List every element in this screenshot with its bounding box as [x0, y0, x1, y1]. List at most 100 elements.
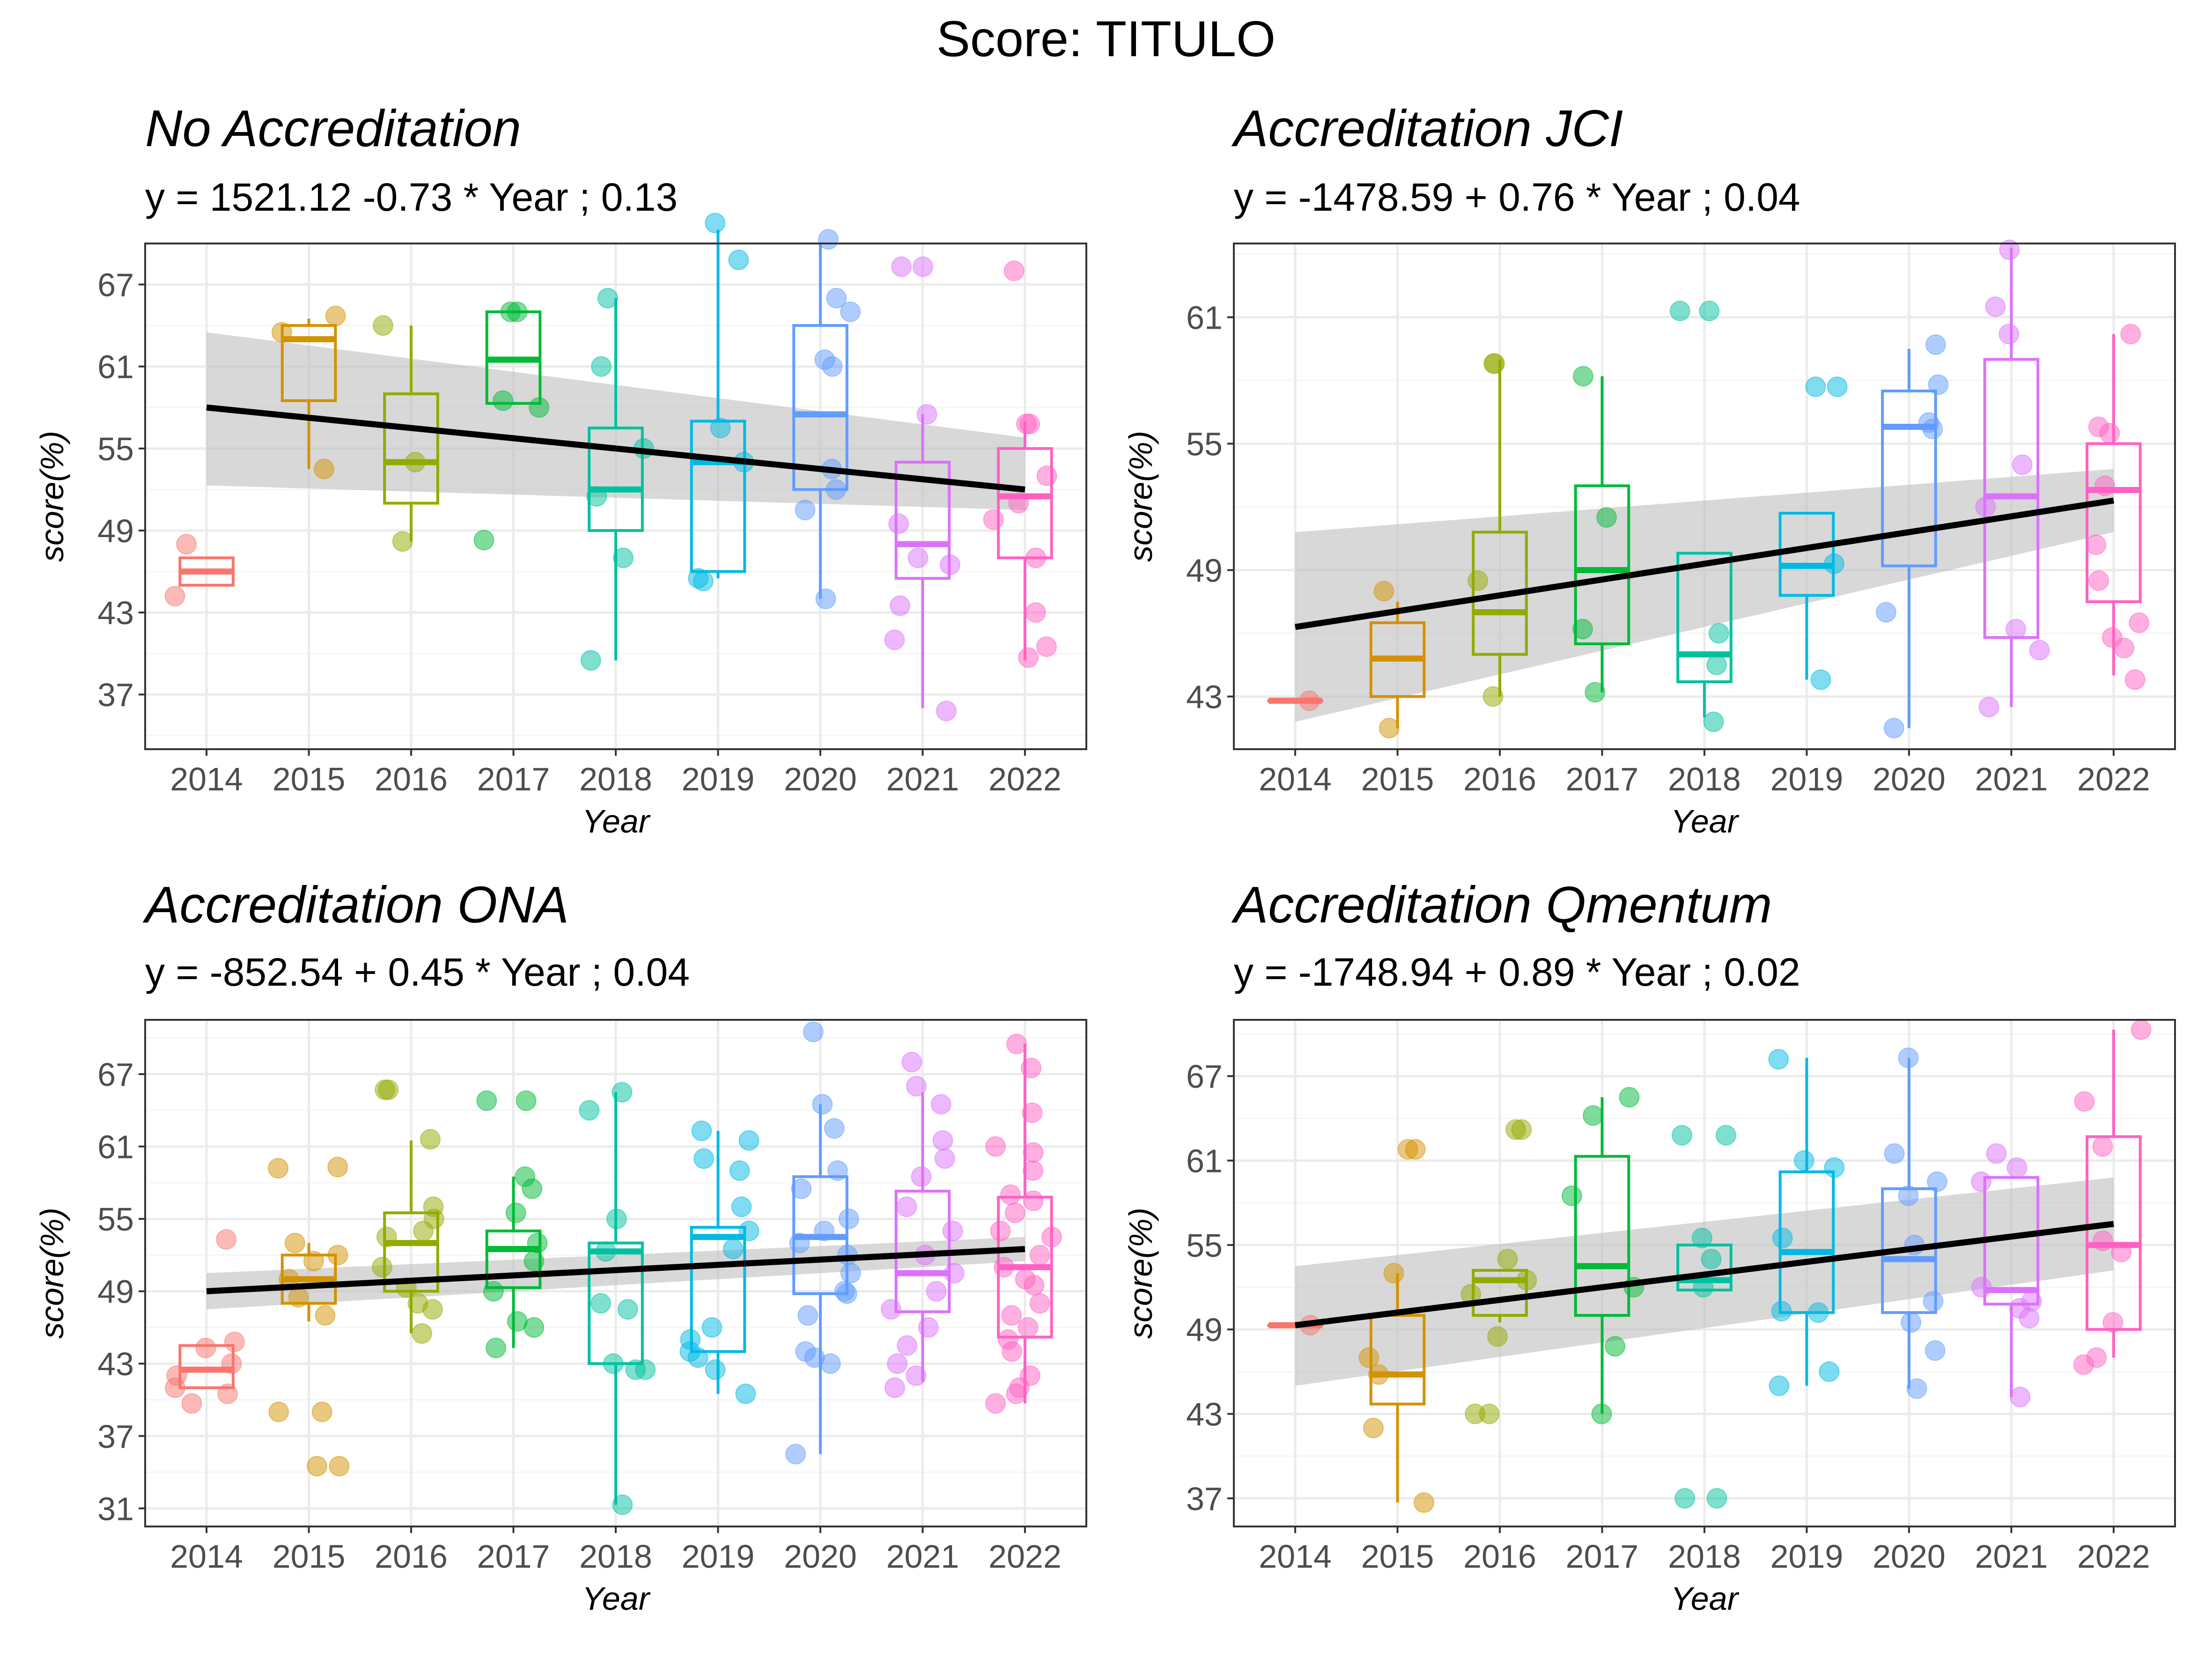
- data-point: [1041, 1226, 1062, 1247]
- data-point: [1808, 1302, 1829, 1323]
- data-point: [1025, 602, 1046, 623]
- data-point: [896, 1196, 917, 1217]
- data-point: [797, 1305, 818, 1326]
- data-point: [1805, 376, 1826, 397]
- data-point: [1669, 301, 1690, 321]
- data-point: [1703, 711, 1724, 732]
- plot-area: 31 37 43 49 55 61 67 2014 2015 2016 2017 2018 2019 20…: [34, 1019, 1087, 1617]
- data-point: [1693, 1277, 1714, 1298]
- data-point: [985, 1393, 1006, 1414]
- data-point: [372, 1257, 393, 1278]
- x-tick-label: 2019: [1770, 761, 1843, 797]
- x-tick-label: 2015: [273, 1538, 346, 1575]
- data-point: [901, 1052, 922, 1073]
- data-point: [990, 1220, 1011, 1241]
- data-point: [1674, 1488, 1696, 1509]
- panel-equation: y = -852.54 + 0.45 * Year ; 0.04: [145, 950, 690, 994]
- data-point: [1691, 1227, 1712, 1248]
- data-point: [906, 1076, 927, 1097]
- x-tick-label: 2017: [477, 761, 550, 797]
- data-point: [1772, 1227, 1793, 1248]
- data-point: [1572, 366, 1593, 387]
- data-point: [1003, 260, 1025, 281]
- data-point: [818, 229, 839, 250]
- box: [2086, 442, 2142, 603]
- y-tick-label: 37: [1186, 1481, 1223, 1517]
- data-point: [2094, 475, 2115, 496]
- data-point: [691, 1121, 712, 1142]
- data-point: [2074, 1091, 2095, 1112]
- data-point: [1000, 1184, 1021, 1205]
- data-point: [795, 500, 816, 521]
- data-point: [524, 1317, 545, 1338]
- data-point: [1008, 493, 1029, 514]
- data-point: [1023, 1160, 1044, 1181]
- data-point: [217, 1383, 238, 1404]
- y-tick-label: 67: [97, 267, 134, 303]
- data-point: [815, 588, 836, 609]
- data-point: [422, 1299, 443, 1320]
- y-axis-title: score(%): [1122, 431, 1159, 562]
- data-point: [483, 1281, 504, 1302]
- y-tick-label: 43: [1186, 679, 1223, 715]
- y-tick-label: 67: [1186, 1058, 1223, 1095]
- data-point: [311, 1401, 332, 1423]
- data-point: [268, 1401, 289, 1423]
- data-point: [1583, 1105, 1604, 1126]
- data-point: [738, 1220, 759, 1241]
- data-point: [789, 1232, 810, 1253]
- data-point: [1019, 413, 1040, 435]
- data-point: [881, 1299, 902, 1320]
- data-point: [729, 1160, 750, 1181]
- panel-title: Accreditation Qmentum: [1231, 876, 1772, 934]
- data-point: [1715, 1125, 1736, 1146]
- data-point: [2131, 1019, 2152, 1040]
- data-point: [1516, 1270, 1537, 1291]
- data-point: [1413, 1492, 1434, 1513]
- data-point: [527, 1232, 548, 1253]
- data-point: [1487, 1326, 1508, 1347]
- data-point: [327, 1157, 348, 1178]
- data-point: [2006, 619, 2027, 640]
- data-point: [522, 1178, 543, 1199]
- data-point: [2088, 570, 2109, 591]
- data-point: [2073, 1354, 2094, 1375]
- data-point: [785, 1444, 806, 1465]
- x-tick-label: 2017: [1566, 1538, 1639, 1575]
- x-axis-title: Year: [1671, 803, 1740, 840]
- y-tick-label: 55: [1186, 426, 1223, 463]
- data-point: [224, 1331, 245, 1352]
- data-point: [1986, 1143, 2007, 1164]
- data-point: [586, 486, 607, 507]
- data-point: [1769, 1375, 1790, 1396]
- panel-title: No Accreditation: [145, 100, 521, 157]
- data-point: [1810, 669, 1831, 690]
- data-point: [1999, 239, 2020, 260]
- data-point: [2092, 1136, 2113, 1157]
- data-point: [1823, 553, 1844, 574]
- data-point: [1827, 376, 1848, 397]
- data-point: [612, 1494, 633, 1515]
- data-point: [912, 256, 933, 277]
- x-tick-label: 2019: [682, 1538, 755, 1575]
- data-point: [1906, 1378, 1927, 1399]
- data-point: [1898, 1047, 1919, 1069]
- x-tick-label: 2018: [579, 761, 652, 797]
- data-point: [1368, 1364, 1389, 1385]
- data-point: [884, 629, 905, 650]
- data-point: [1024, 1275, 1045, 1296]
- x-tick-label: 2018: [1668, 761, 1741, 797]
- data-point: [329, 1456, 350, 1477]
- box: [280, 324, 337, 402]
- data-point: [723, 1239, 744, 1260]
- data-point: [838, 1209, 859, 1230]
- x-tick-label: 2014: [170, 1538, 243, 1575]
- trend-line: [206, 1246, 1025, 1295]
- data-point: [1497, 1248, 1518, 1269]
- x-axis-title: Year: [582, 1580, 651, 1617]
- data-point: [803, 1021, 824, 1042]
- data-point: [822, 356, 843, 377]
- box: [383, 392, 439, 505]
- data-point: [936, 700, 957, 722]
- y-tick-label: 61: [97, 349, 134, 385]
